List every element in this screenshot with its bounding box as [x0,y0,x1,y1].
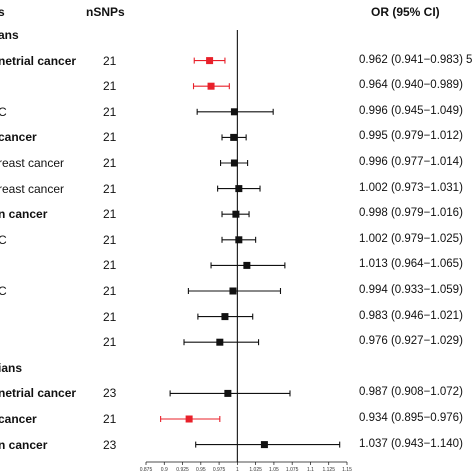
x-tick-label: 0.875 [140,467,153,473]
row-or-ci: 0.987 (0.908−1.072) [359,386,463,399]
x-tick-label: 0.975 [213,467,226,473]
row-nsnps: 21 [103,258,117,273]
row-label: C [0,284,7,298]
row-label: reast cancer [0,181,65,196]
row-nsnps: 21 [103,207,117,222]
x-tick-label: 0.9 [161,467,168,473]
row-nsnps: 21 [103,335,117,350]
or-point [243,261,251,269]
row-label: ans [0,28,19,42]
row-label: n cancer [0,437,48,452]
or-point [207,82,215,90]
x-tick-label: 1.125 [322,467,335,473]
x-tick-label: 1 [236,467,239,473]
row-label: cancer [0,412,37,426]
nsnps-column-header: nSNPs [86,5,125,19]
row-label: netrial cancer [0,53,77,68]
or-point [206,57,214,65]
row-label: cancer [0,130,37,145]
row-or-ci: 0.995 (0.979−1.012) [359,130,463,143]
row-or-ci: 0.934 (0.895−0.976) [359,412,463,424]
row-nsnps: 21 [103,412,117,426]
row-label: C [0,232,7,247]
or-point [260,441,268,449]
row-label: C [0,104,7,119]
row-label: n cancer [0,207,48,222]
row-label: ians [0,360,23,375]
row-nsnps: 21 [103,53,117,68]
row-or-ci-suffix: 5 [466,53,473,66]
row-label: reast cancer [0,156,65,170]
row-nsnps: 21 [103,130,117,145]
or-point [224,389,232,397]
row-or-ci: 1.037 (0.943−1.140) [359,437,463,450]
or-point [221,313,229,321]
row-or-ci: 0.976 (0.927−1.029) [359,335,463,348]
or-column-header: OR (95% CI) [371,5,440,19]
or-point [235,236,243,244]
or-point [230,159,238,167]
row-nsnps: 23 [103,437,117,452]
x-tick-label: 1.075 [286,467,299,473]
row-nsnps: 21 [103,156,117,170]
row-or-ci: 0.998 (0.979−1.016) [359,207,463,220]
x-tick-label: 0.95 [196,467,206,473]
row-nsnps: 21 [103,79,117,94]
row-or-ci: 1.002 (0.973−1.031) [359,181,463,194]
x-tick-label: 1.15 [342,467,352,473]
row-or-ci: 0.962 (0.941−0.983) [359,53,463,66]
row-nsnps: 21 [103,104,117,119]
row-label: netrial cancer [0,386,77,401]
x-tick-label: 1.025 [249,467,262,473]
label-column-header: s [0,5,5,19]
x-tick-label: 0.925 [176,467,189,473]
row-nsnps: 21 [103,232,117,247]
or-point [232,210,240,218]
row-nsnps: 21 [103,284,117,298]
row-or-ci: 0.996 (0.977−1.014) [359,156,463,168]
row-or-ci: 1.002 (0.979−1.025) [359,232,463,245]
row-nsnps: 21 [103,181,117,196]
x-tick-label: 1.05 [269,467,279,473]
or-point [185,415,193,423]
or-point [229,287,237,295]
or-point [230,133,238,141]
or-point [230,108,238,116]
x-tick-label: 1.1 [307,467,314,473]
row-nsnps: 23 [103,386,117,401]
row-or-ci: 0.983 (0.946−1.021) [359,309,463,322]
row-nsnps: 21 [103,309,117,324]
row-or-ci: 0.964 (0.940−0.989) [359,79,463,92]
row-or-ci: 0.996 (0.945−1.049) [359,104,463,117]
or-point [235,185,243,193]
row-or-ci: 1.013 (0.964−1.065) [359,258,463,271]
or-point [216,338,224,346]
row-or-ci: 0.994 (0.933−1.059) [359,284,463,296]
